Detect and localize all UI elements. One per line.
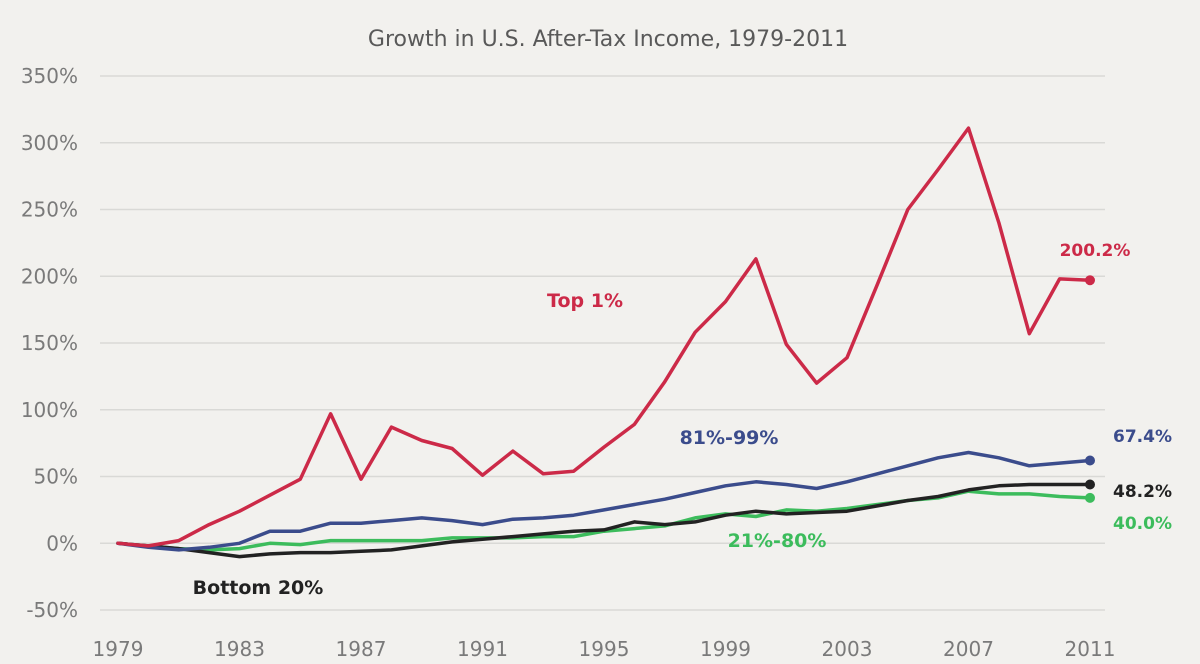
y-tick-label: 200% xyxy=(21,264,78,288)
chart-title: Growth in U.S. After-Tax Income, 1979-20… xyxy=(368,27,848,52)
series-label-bottom-20: Bottom 20% xyxy=(193,577,324,599)
y-tick-label: -50% xyxy=(26,598,78,622)
end-label-bottom-20: 48.2% xyxy=(1113,482,1172,502)
x-tick-label: 1979 xyxy=(93,637,144,661)
x-tick-label: 1983 xyxy=(214,637,265,661)
series-line-bottom-20 xyxy=(116,482,1092,559)
series-line-81-99 xyxy=(116,450,1092,552)
y-tick-label: 300% xyxy=(21,131,78,155)
series-lines xyxy=(116,126,1092,559)
series-end-point xyxy=(1085,479,1095,490)
x-tick-label: 1987 xyxy=(336,637,387,661)
series-line-top-1 xyxy=(116,126,1092,548)
end-label-81-99: 67.4% xyxy=(1113,427,1172,447)
y-tick-label: 50% xyxy=(34,465,78,489)
x-tick-label: 1995 xyxy=(579,637,630,661)
x-axis-tick-labels: 1979 1983 1987 1991 1995 1999 2003 2007 2011 xyxy=(93,637,1116,661)
y-tick-label: 150% xyxy=(21,331,78,355)
series-label-81-99: 81%-99% xyxy=(680,427,779,449)
x-tick-label: 2003 xyxy=(822,637,873,661)
x-tick-label: 1991 xyxy=(457,637,508,661)
y-tick-label: 0% xyxy=(46,531,78,555)
series-end-point xyxy=(1085,455,1095,466)
y-axis-tick-labels: -50% 0% 50% 100% 150% 200% 250% 300% 350% xyxy=(21,64,78,622)
series-end-point xyxy=(1085,492,1095,503)
x-tick-label: 1999 xyxy=(700,637,751,661)
series-end-point xyxy=(1085,275,1095,286)
x-tick-label: 2007 xyxy=(943,637,994,661)
x-tick-label: 2011 xyxy=(1065,637,1116,661)
end-label-top-1: 200.2% xyxy=(1060,241,1131,261)
y-tick-label: 350% xyxy=(21,64,78,88)
series-end-markers xyxy=(1085,275,1095,503)
y-tick-label: 100% xyxy=(21,398,78,422)
series-label-top-1: Top 1% xyxy=(547,290,623,312)
y-tick-label: 250% xyxy=(21,198,78,222)
end-label-21-80: 40.0% xyxy=(1113,514,1172,534)
series-label-21-80: 21%-80% xyxy=(728,530,827,552)
